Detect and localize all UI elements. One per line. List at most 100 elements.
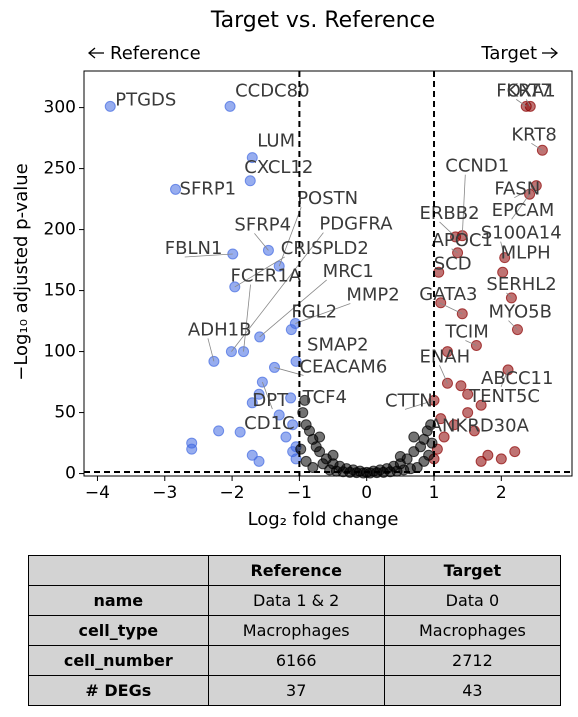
point-label: ERBB2	[420, 203, 480, 224]
leader-line	[500, 369, 509, 388]
point	[495, 453, 507, 465]
y-tick-label: 0	[65, 464, 76, 484]
arrow-head	[87, 47, 96, 59]
point	[253, 388, 265, 400]
point-label: SFRP1	[180, 178, 237, 199]
point-label: KRT7	[506, 80, 551, 101]
leader-line	[515, 99, 527, 107]
point-label: S100A14	[481, 223, 562, 244]
leader-line	[500, 241, 506, 258]
cell: Data 1 & 2	[207, 585, 385, 616]
point	[475, 455, 487, 467]
point	[299, 394, 311, 406]
y-tick-label: 100	[44, 342, 76, 362]
point-label: LUM	[257, 131, 295, 152]
point	[426, 437, 438, 449]
leader-line	[451, 248, 458, 254]
point-label: MRC1	[323, 261, 374, 282]
point	[482, 449, 494, 461]
point	[285, 324, 297, 336]
point	[273, 409, 285, 421]
leader-line	[254, 233, 269, 251]
arrow-head	[550, 47, 559, 59]
point	[435, 297, 447, 309]
header-cell: Reference	[207, 555, 385, 586]
point	[441, 346, 453, 358]
corner-cell	[28, 555, 209, 586]
labels: PTGDS CCDC80 LUM CXCL12 SFRP1 POSTN SFRP4 PDGFR…	[115, 80, 561, 436]
x-tick-label: −4	[85, 483, 110, 503]
y-tick-label: 250	[44, 159, 76, 179]
point-label: FGL2	[291, 302, 337, 323]
x-tick-label: −3	[152, 483, 177, 503]
cell: 43	[383, 675, 562, 706]
point	[314, 431, 326, 443]
leader-line	[243, 284, 251, 352]
point	[246, 152, 258, 164]
row-label: cell_type	[28, 615, 209, 646]
leader-line	[259, 279, 327, 338]
x-tick-label: 0	[361, 483, 372, 503]
y-tick-label: 50	[54, 403, 76, 423]
row-label: # DEGs	[28, 675, 209, 706]
chart-title: Target vs. Reference	[210, 8, 435, 33]
cell: Macrophages	[383, 615, 562, 646]
cell: 6166	[207, 645, 385, 676]
point	[295, 443, 307, 455]
point-label: ADH1B	[188, 319, 252, 340]
leader-line	[506, 292, 512, 299]
leader-line	[404, 399, 435, 410]
cell: Macrophages	[207, 615, 385, 646]
point-label: KRT8	[511, 124, 556, 145]
chart: Target vs. Reference Reference Target Lo…	[11, 8, 573, 530]
point	[246, 449, 258, 461]
info-table: Reference Target name Data 1 & 2 Data 0 cel…	[28, 555, 562, 706]
point	[462, 407, 474, 419]
point	[317, 458, 329, 470]
right-annotation: Target	[480, 43, 537, 64]
point	[285, 392, 297, 404]
leader-line	[525, 99, 531, 107]
point	[186, 443, 198, 455]
point	[300, 455, 312, 467]
point-label: SCD	[434, 253, 472, 274]
point-label: CTTN	[385, 390, 433, 411]
point-label: ENAH	[419, 346, 470, 367]
point	[435, 413, 447, 425]
x-tick-label: 1	[429, 483, 440, 503]
leader-line	[508, 320, 518, 330]
x-tick-label: −2	[220, 483, 245, 503]
point-label: MMP2	[346, 285, 399, 306]
point-label: CXCL12	[244, 157, 313, 178]
leader-line	[234, 256, 285, 288]
point-label: ABCC11	[481, 368, 553, 389]
point-label: TENT5C	[468, 386, 540, 407]
leader-line	[531, 142, 543, 151]
cell: 2712	[383, 645, 562, 676]
point	[408, 431, 420, 443]
y-tick-label: 200	[44, 220, 76, 240]
point-label: FASN	[494, 179, 540, 200]
point	[438, 431, 450, 443]
point-label: SERHL2	[486, 274, 556, 295]
point-label: MYO5B	[488, 302, 552, 323]
left-annotation: Reference	[110, 43, 201, 64]
point-label: CCDC80	[235, 80, 309, 101]
point-label: ANKRD30A	[430, 416, 530, 437]
cell: Data 0	[383, 585, 562, 616]
row-label: name	[28, 585, 209, 616]
point	[104, 100, 116, 112]
point	[394, 450, 406, 462]
leader-line	[514, 185, 537, 199]
point-label: SMAP2	[307, 334, 369, 355]
point-label: CCND1	[445, 156, 509, 177]
point-label: GATA3	[419, 284, 477, 305]
point-label: POSTN	[297, 188, 358, 209]
y-axis-label: −Log₁₀ adjusted p-value	[11, 163, 32, 381]
leader-line	[465, 340, 477, 346]
point	[253, 455, 265, 467]
point	[423, 449, 435, 461]
plot-frame	[83, 70, 573, 477]
leader-line	[261, 381, 273, 410]
